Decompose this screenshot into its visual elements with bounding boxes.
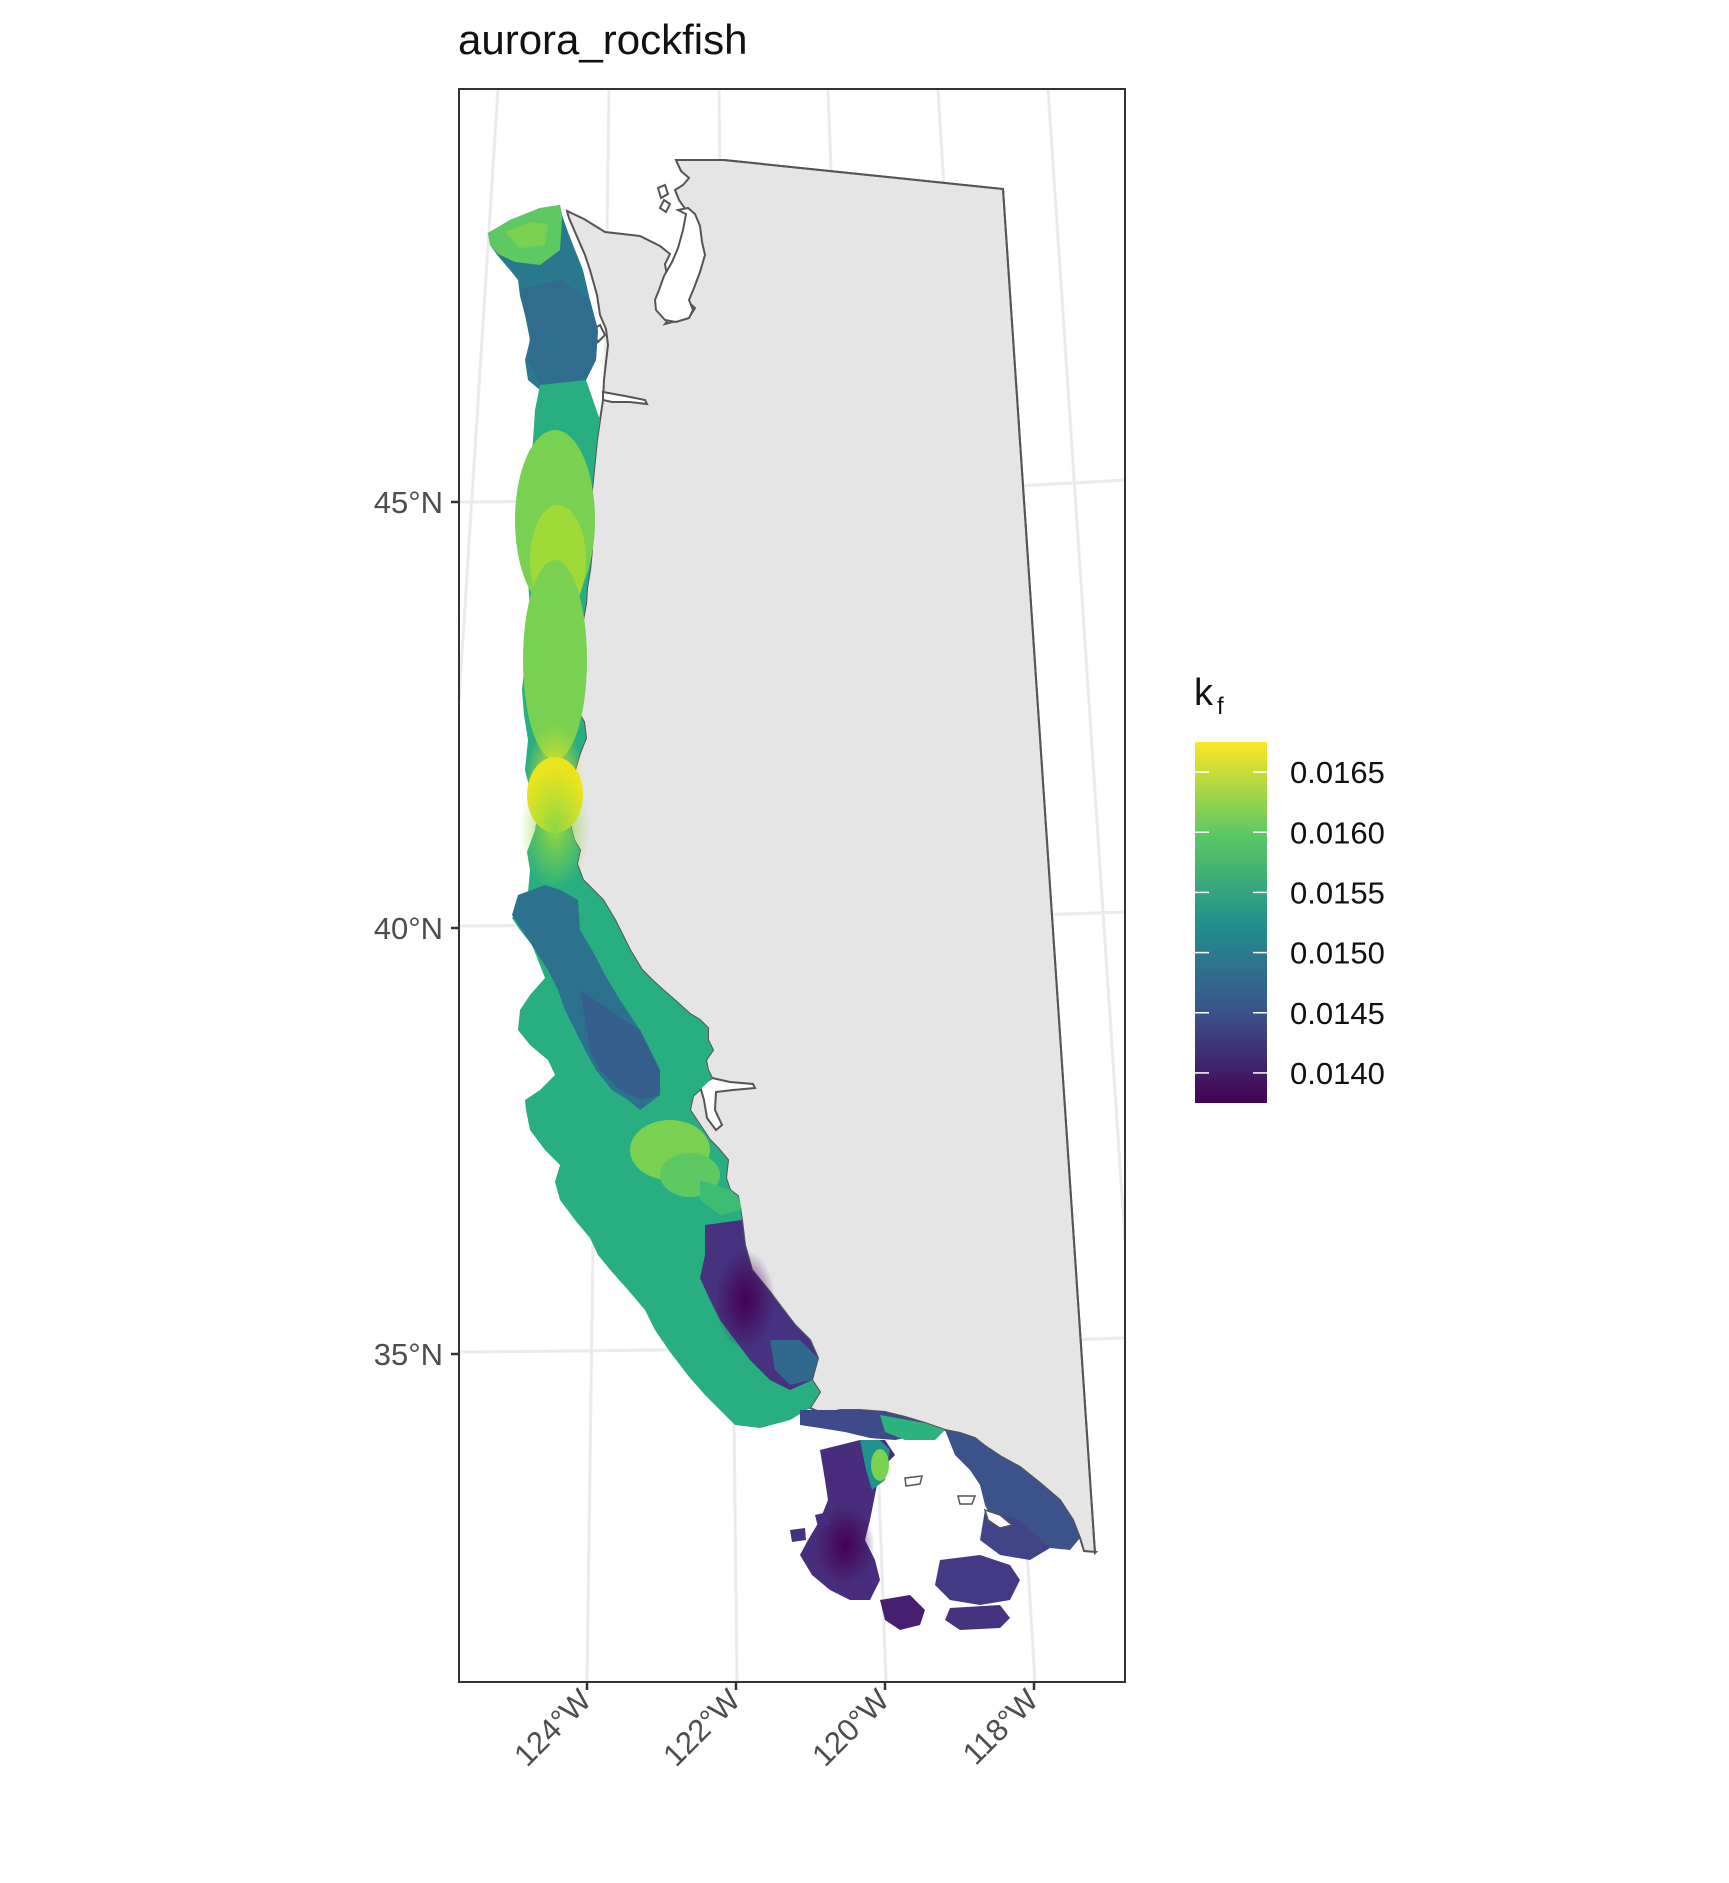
legend-label: 0.0160 [1290,815,1385,850]
legend-colorbar [1195,742,1267,1103]
estuaries [590,323,757,1132]
legend-label: 0.0150 [1290,936,1385,971]
legend-ticks: 0.0165 0.0160 0.0155 0.0150 0.0145 0.0140 [1195,755,1385,1091]
x-tick-label: 122°W [656,1682,747,1773]
legend-title-sub: f [1217,693,1224,720]
puget-sound-waterways [653,183,707,324]
legend-label: 0.0140 [1290,1056,1385,1091]
panel-border [458,88,1126,1683]
legend-title-main: k [1194,672,1214,714]
grid-lon-126 [459,89,500,701]
legend-label: 0.0155 [1290,875,1385,910]
x-tick-label: 124°W [507,1682,598,1773]
land-border-east [676,159,1096,1554]
x-tick-label: 120°W [805,1682,896,1773]
legend-label: 0.0165 [1290,755,1385,790]
legend: k f 0.0165 0.0160 0.0155 0.0150 0.0145 0.0140 [1194,672,1385,1103]
kf-raster [488,205,1080,1630]
legend-label: 0.0145 [1290,996,1385,1031]
grid-lon-116 [1046,89,1125,1241]
x-axis: 124°W 122°W 120°W 118°W [507,1682,1045,1773]
y-tick-label: 35°N [374,1337,443,1372]
y-axis: 45°N 40°N 35°N [374,485,459,1372]
y-tick-label: 40°N [374,911,443,946]
y-tick-label: 45°N [374,485,443,520]
plot-title: aurora_rockfish [458,16,748,63]
x-tick-label: 118°W [956,1682,1046,1772]
